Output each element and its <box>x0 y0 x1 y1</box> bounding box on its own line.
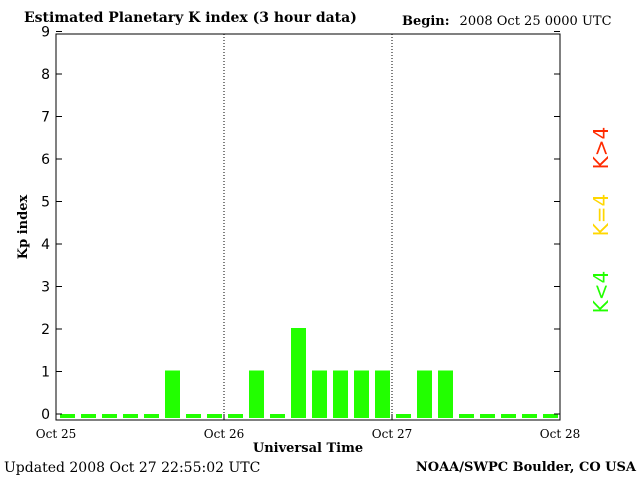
begin-value: 2008 Oct 25 0000 UTC <box>459 14 612 29</box>
kp-bar <box>417 370 432 418</box>
kp-bar <box>543 414 558 418</box>
kp-bar <box>102 414 117 418</box>
kp-bar <box>480 414 495 418</box>
kp-bar <box>207 414 222 418</box>
y-tick-label: 7 <box>41 110 50 126</box>
kp-bar <box>270 414 285 418</box>
kp-bar <box>354 370 369 418</box>
kp-bar <box>165 370 180 418</box>
y-tick-label: 0 <box>41 407 50 423</box>
y-tick-label: 6 <box>41 152 50 168</box>
x-tick-label: Oct 28 <box>540 427 580 441</box>
bars <box>60 328 558 418</box>
kp-bar <box>291 328 306 418</box>
kp-bar <box>81 414 96 418</box>
x-tick-label: Oct 27 <box>372 427 412 441</box>
kp-bar <box>123 414 138 418</box>
kp-bar <box>522 414 537 418</box>
y-axis-ticks: 0 1 2 3 4 5 6 7 8 9 <box>41 25 560 423</box>
plot-area <box>55 33 561 421</box>
begin-timestamp: Begin: 2008 Oct 25 0000 UTC <box>402 14 612 29</box>
kp-bar <box>228 414 243 418</box>
y-tick-label: 3 <box>41 280 50 296</box>
begin-label: Begin: <box>402 14 450 29</box>
day-separators <box>223 34 393 420</box>
organization-credit: NOAA/SWPC Boulder, CO USA <box>415 460 636 475</box>
x-tick-label: Oct 26 <box>204 427 244 441</box>
kp-bar <box>144 414 159 418</box>
kp-bar <box>501 414 516 418</box>
x-axis-ticks: Oct 25 Oct 26 Oct 27 Oct 28 <box>36 414 580 441</box>
chart-title: Estimated Planetary K index (3 hour data… <box>24 10 357 26</box>
legend-k-less-4: K<4 <box>589 271 613 314</box>
kp-bar <box>438 370 453 418</box>
legend-k-greater-4: K>4 <box>589 127 613 170</box>
updated-timestamp: Updated 2008 Oct 27 22:55:02 UTC <box>4 460 261 476</box>
kp-bar <box>249 370 264 418</box>
y-axis-label: Kp index <box>16 195 31 260</box>
kp-bar <box>459 414 474 418</box>
kp-bar <box>396 414 411 418</box>
y-tick-label: 9 <box>41 25 50 41</box>
y-tick-label: 2 <box>41 322 50 338</box>
y-tick-label: 4 <box>41 237 50 253</box>
y-tick-label: 1 <box>41 365 50 381</box>
x-axis-label: Universal Time <box>253 441 363 456</box>
y-tick-label: 8 <box>41 67 50 83</box>
x-tick-label: Oct 25 <box>36 427 76 441</box>
kp-bar <box>312 370 327 418</box>
y-tick-label: 5 <box>41 195 50 211</box>
kp-bar <box>186 414 201 418</box>
legend-k-equals-4: K=4 <box>589 194 613 237</box>
kp-bar <box>333 370 348 418</box>
kp-bar <box>60 414 75 418</box>
kp-bar <box>375 370 390 418</box>
